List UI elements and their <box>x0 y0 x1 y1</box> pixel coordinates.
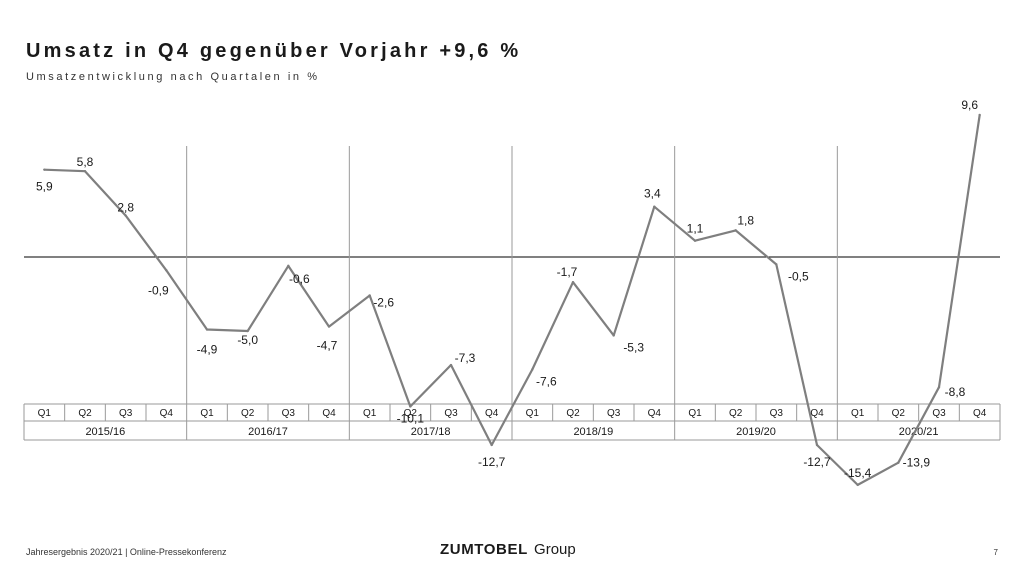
data-point <box>693 239 697 242</box>
data-point <box>734 229 737 232</box>
data-point <box>449 363 453 367</box>
group-label: 2017/18 <box>411 426 451 438</box>
data-label: -0,6 <box>289 272 310 286</box>
group-label: 2020/21 <box>899 426 939 438</box>
tick-label: Q3 <box>282 408 296 419</box>
data-label: 1,1 <box>687 222 704 236</box>
data-label: -7,6 <box>536 374 557 388</box>
data-label: -5,0 <box>237 333 258 347</box>
data-label: -4,9 <box>197 343 218 357</box>
tick-label: Q3 <box>607 408 621 419</box>
data-point <box>43 168 46 171</box>
data-point <box>287 264 290 268</box>
tick-label: Q3 <box>932 408 946 419</box>
data-point <box>205 328 209 331</box>
data-label: 5,8 <box>77 155 94 169</box>
group-label: 2019/20 <box>736 426 776 438</box>
tick-label: Q3 <box>444 408 458 419</box>
data-label: -10,1 <box>397 411 425 425</box>
tick-label: Q1 <box>363 408 377 419</box>
group-label: 2016/17 <box>248 426 288 438</box>
data-label: -13,9 <box>903 456 931 470</box>
data-label: -12,7 <box>803 455 831 469</box>
data-label: -12,7 <box>478 455 506 469</box>
tick-label: Q1 <box>688 408 702 419</box>
footer-text: Jahresergebnis 2020/21 | Online-Presseko… <box>26 547 227 557</box>
tick-label: Q2 <box>78 408 92 419</box>
tick-label: Q2 <box>566 408 580 419</box>
tick-label: Q4 <box>810 408 824 419</box>
data-point <box>856 483 859 487</box>
data-label: 2,8 <box>117 201 134 215</box>
data-point <box>124 214 127 217</box>
zumtobel-logo: ZUMTOBEL Group <box>440 541 576 558</box>
data-label: -0,5 <box>788 269 809 283</box>
data-point <box>815 443 819 447</box>
data-point <box>83 169 87 173</box>
data-label: -5,3 <box>623 340 644 354</box>
page-number: 7 <box>993 548 998 557</box>
tick-label: Q1 <box>851 408 865 419</box>
data-point <box>775 263 778 266</box>
data-point <box>897 461 900 464</box>
tick-label: Q2 <box>404 408 418 419</box>
tick-label: Q3 <box>119 408 133 419</box>
data-point <box>937 386 941 389</box>
tick-label: Q2 <box>892 408 906 419</box>
group-label: 2018/19 <box>573 426 613 438</box>
tick-label: Q3 <box>770 408 784 419</box>
tick-label: Q2 <box>241 408 255 419</box>
data-label: 5,9 <box>36 180 53 194</box>
logo-suffix: Group <box>534 541 576 558</box>
tick-label: Q4 <box>160 408 174 419</box>
data-label: 3,4 <box>644 187 661 201</box>
data-point <box>978 113 981 117</box>
tick-label: Q4 <box>973 408 987 419</box>
data-point <box>612 334 615 337</box>
slide-title: Umsatz in Q4 gegenüber Vorjahr +9,6 % <box>26 40 522 62</box>
data-label: -7,3 <box>455 351 476 365</box>
tick-label: Q1 <box>526 408 540 419</box>
data-label: 9,6 <box>961 98 978 112</box>
data-label: -0,9 <box>148 283 169 297</box>
slide-subtitle: Umsatzentwicklung nach Quartalen in % <box>26 71 320 83</box>
data-point <box>327 325 331 328</box>
tick-label: Q4 <box>322 408 336 419</box>
data-point <box>368 294 371 297</box>
data-point <box>490 443 493 447</box>
tick-label: Q4 <box>648 408 662 419</box>
data-label: 1,8 <box>737 213 754 227</box>
data-label: -2,6 <box>373 295 394 309</box>
data-point <box>165 269 168 272</box>
data-label: -8,8 <box>945 385 966 399</box>
tick-label: Q1 <box>38 408 52 419</box>
data-label: -15,4 <box>844 466 872 480</box>
data-label: -1,7 <box>557 265 578 279</box>
series-line <box>44 114 981 486</box>
data-point <box>531 368 534 371</box>
data-point <box>409 405 412 408</box>
data-point <box>246 329 249 333</box>
tick-label: Q1 <box>200 408 214 419</box>
tick-label: Q2 <box>729 408 743 419</box>
group-label: 2015/16 <box>85 426 125 438</box>
tick-label: Q4 <box>485 408 499 419</box>
logo-brand: ZUMTOBEL <box>440 541 528 558</box>
data-label: -4,7 <box>317 339 338 353</box>
data-point <box>653 205 656 208</box>
data-point <box>571 280 575 284</box>
